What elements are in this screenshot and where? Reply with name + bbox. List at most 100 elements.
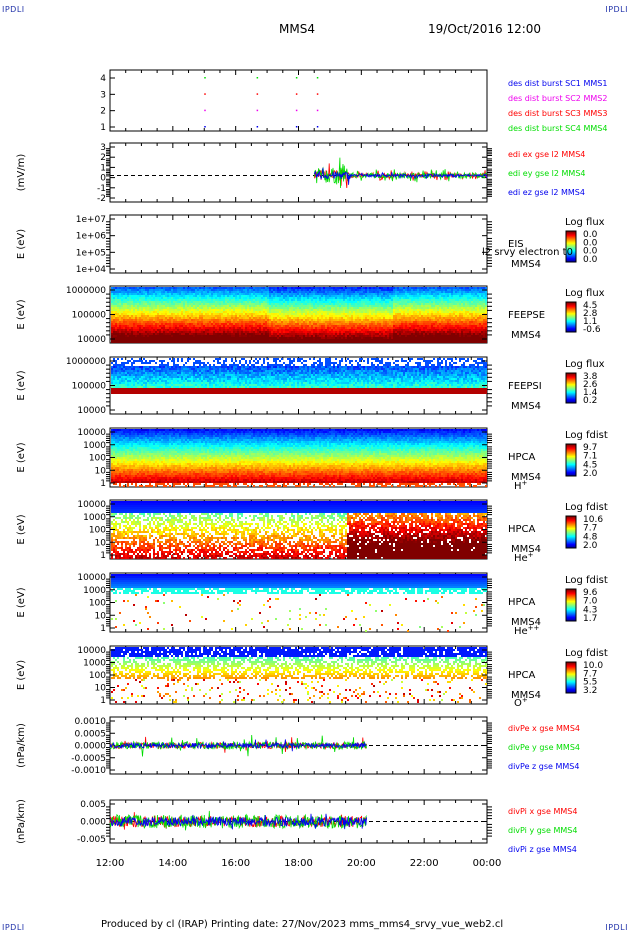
heatmap-cell [147,309,149,311]
heatmap-cell [295,315,297,317]
heatmap-cell [201,329,203,331]
heatmap-cell [275,341,277,343]
heatmap-cell [297,287,299,289]
heatmap-cell [131,337,133,339]
heatmap-cell [187,327,189,329]
heatmap-cell [209,287,211,289]
heatmap-cell [185,335,187,337]
heatmap-cell [237,291,239,293]
heatmap-cell [209,339,211,341]
heatmap-cell [191,299,193,301]
heatmap-cell [203,289,205,291]
heatmap-cell [257,287,259,289]
heatmap-cell [177,295,179,297]
heatmap-cell [199,287,201,289]
heatmap-cell [209,329,211,331]
heatmap-cell [271,309,273,311]
heatmap-cell [189,329,191,331]
heatmap-cell [131,301,133,303]
heatmap-cell [123,287,125,289]
heatmap-cell [275,329,277,331]
heatmap-cell [155,299,157,301]
heatmap-cell [165,319,167,321]
heatmap-cell [197,295,199,297]
heatmap-cell [131,307,133,309]
heatmap-cell [111,305,113,307]
heatmap-cell [157,313,159,315]
heatmap-cell [189,335,191,337]
heatmap-cell [233,287,235,289]
heatmap-cell [131,293,133,295]
heatmap-cell [297,301,299,303]
heatmap-cell [203,297,205,299]
heatmap-cell [145,335,147,337]
panel-frame [110,143,487,202]
heatmap-cell [193,301,195,303]
heatmap-cell [197,319,199,321]
heatmap-cell [297,293,299,295]
heatmap-cell [171,289,173,291]
heatmap-cell [203,317,205,319]
heatmap-cell [263,299,265,301]
heatmap-cell [131,313,133,315]
heatmap-cell [193,337,195,339]
heatmap-cell [211,301,213,303]
heatmap-cell [217,339,219,341]
heatmap-cell [261,293,263,295]
heatmap-cell [181,297,183,299]
heatmap-cell [281,309,283,311]
heatmap-cell [163,297,165,299]
heatmap-cell [119,305,121,307]
heatmap-cell [175,297,177,299]
heatmap-cell [191,329,193,331]
heatmap-cell [173,317,175,319]
heatmap-cell [257,291,259,293]
heatmap-cell [289,291,291,293]
heatmap-cell [119,309,121,311]
heatmap-cell [255,287,257,289]
heatmap-cell [253,341,255,343]
heatmap-cell [283,301,285,303]
heatmap-cell [201,301,203,303]
heatmap-cell [203,291,205,293]
heatmap-cell [273,309,275,311]
heatmap-cell [189,311,191,313]
heatmap-cell [165,327,167,329]
heatmap-cell [247,311,249,313]
heatmap-cell [271,321,273,323]
heatmap-cell [151,341,153,343]
heatmap-cell [229,341,231,343]
heatmap-cell [135,311,137,313]
heatmap-cell [181,291,183,293]
heatmap-cell [287,289,289,291]
heatmap-cell [181,313,183,315]
heatmap-cell [237,297,239,299]
heatmap-cell [261,309,263,311]
heatmap-cell [259,303,261,305]
heatmap-cell [125,325,127,327]
heatmap-cell [171,321,173,323]
heatmap-cell [297,339,299,341]
heatmap-cell [127,335,129,337]
heatmap-cell [195,299,197,301]
heatmap-cell [145,339,147,341]
heatmap-cell [205,331,207,333]
heatmap-cell [127,337,129,339]
heatmap-cell [209,317,211,319]
heatmap-cell [141,321,143,323]
heatmap-cell [235,297,237,299]
heatmap-cell [243,325,245,327]
heatmap-cell [193,305,195,307]
heatmap-cell [227,301,229,303]
heatmap-cell [241,317,243,319]
heatmap-cell [277,341,279,343]
heatmap-cell [147,325,149,327]
heatmap-cell [219,295,221,297]
heatmap-cell [243,291,245,293]
heatmap-cell [141,339,143,341]
heatmap-cell [247,293,249,295]
heatmap-cell [135,313,137,315]
heatmap-cell [253,313,255,315]
heatmap-cell [245,325,247,327]
heatmap-cell [183,293,185,295]
